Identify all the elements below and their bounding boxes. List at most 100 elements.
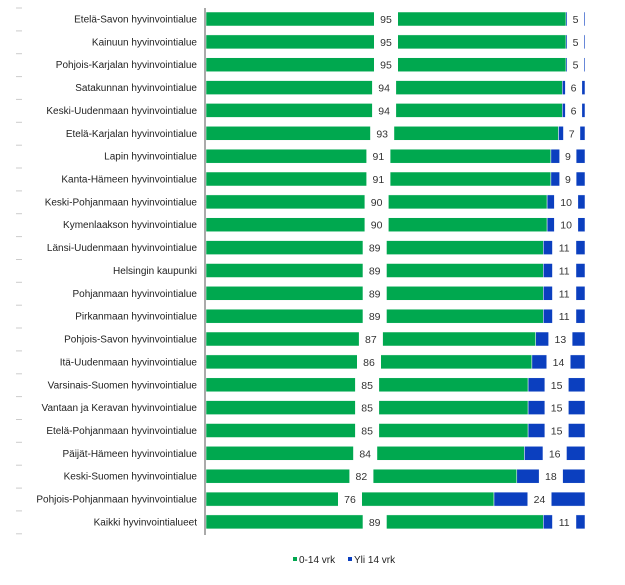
category-label: Kaikki hyvinvointialueet (94, 517, 198, 528)
data-label-bg (565, 79, 583, 96)
legend-label: 0-14 vrk (299, 555, 336, 566)
data-label-bg (546, 353, 571, 370)
data-label: 85 (361, 380, 373, 392)
data-label: 94 (378, 105, 390, 117)
data-label-bg (362, 308, 387, 325)
data-label: 9 (565, 174, 571, 186)
data-label-bg (552, 262, 577, 279)
data-label: 90 (371, 220, 383, 232)
data-label: 9 (565, 151, 571, 163)
category-label: Etelä-Savon hyvinvointialue (74, 15, 197, 26)
category-label: Pohjois-Karjalan hyvinvointialue (56, 60, 198, 71)
left-tick-marks (16, 7, 22, 535)
data-label-bg (364, 193, 389, 210)
data-label: 89 (369, 288, 381, 300)
data-label-bg (565, 102, 583, 119)
data-label-bg (552, 308, 577, 325)
data-label: 90 (371, 197, 383, 209)
data-label-bg (374, 56, 398, 73)
data-label-bg (366, 148, 391, 165)
data-label: 11 (559, 243, 570, 255)
data-label: 95 (380, 14, 392, 26)
data-label-bg (548, 331, 573, 347)
category-label: Lapin hyvinvointialue (104, 152, 197, 163)
data-label-bg (353, 445, 378, 462)
data-label: 11 (559, 265, 570, 277)
data-label-bg (349, 468, 374, 485)
data-label-bg (552, 285, 577, 302)
data-label: 94 (378, 83, 390, 95)
data-label: 95 (380, 37, 392, 49)
data-label: 11 (559, 288, 570, 300)
category-label: Kymenlaakson hyvinvointialue (63, 220, 197, 231)
category-label: Pohjois-Pohjanmaan hyvinvointialue (36, 495, 197, 506)
data-label-bg (364, 216, 389, 233)
data-label-bg (559, 171, 577, 187)
category-label: Kainuun hyvinvointialue (92, 37, 198, 48)
data-label-bg (374, 33, 398, 50)
data-label: 15 (551, 380, 563, 392)
data-label-bg (544, 399, 569, 416)
category-label: Etelä-Pohjanmaan hyvinvointialue (46, 426, 197, 437)
data-label: 89 (369, 311, 381, 323)
data-label-bg (362, 262, 387, 279)
legend: 0-14 vrk Yli 14 vrk (293, 555, 396, 566)
data-label-bg (366, 171, 391, 187)
data-label-bg (552, 239, 577, 256)
category-label: Satakunnan hyvinvointialue (75, 83, 197, 94)
data-label: 86 (363, 357, 375, 369)
data-label: 7 (569, 128, 575, 140)
data-label-bg (559, 148, 577, 165)
data-label: 76 (344, 494, 356, 506)
data-label: 89 (369, 517, 381, 529)
data-label: 93 (376, 128, 388, 140)
data-label: 11 (559, 311, 570, 323)
category-labels: Etelä-Savon hyvinvointialue Kainuun hyvin… (36, 15, 197, 529)
data-label-bg (554, 216, 579, 233)
data-label-bg (355, 422, 380, 439)
data-label: 11 (559, 517, 570, 529)
category-label: Länsi-Uudenmaan hyvinvointialue (47, 243, 198, 254)
data-label: 10 (560, 220, 572, 232)
legend-swatch (348, 557, 352, 561)
data-label: 91 (373, 174, 385, 186)
data-label-bg (538, 468, 563, 485)
data-label-bg (370, 125, 395, 142)
data-label-bg (338, 491, 362, 508)
data-label: 16 (549, 448, 561, 460)
category-label: Keski-Pohjanmaan hyvinvointialue (45, 197, 198, 208)
category-label: Pirkanmaan hyvinvointialue (75, 312, 197, 323)
data-label-bg (372, 79, 397, 96)
legend-label: Yli 14 vrk (354, 555, 396, 566)
category-label: Keski-Suomen hyvinvointialue (64, 472, 198, 483)
data-label: 85 (361, 425, 373, 437)
data-label: 6 (571, 105, 577, 117)
data-label: 95 (380, 60, 392, 72)
data-label-bg (554, 193, 579, 210)
data-label: 91 (373, 151, 385, 163)
data-label: 5 (573, 37, 579, 49)
data-label-bg (374, 11, 398, 27)
category-label: Päijät-Hämeen hyvinvointialue (62, 449, 197, 460)
data-label-bg (527, 491, 552, 508)
data-label: 85 (361, 403, 373, 415)
data-label-bg (567, 33, 584, 50)
category-label: Pohjanmaan hyvinvointialue (72, 289, 197, 300)
data-label-bg (544, 422, 569, 439)
data-label: 5 (573, 14, 579, 26)
data-label: 10 (560, 197, 572, 209)
category-label: Varsinais-Suomen hyvinvointialue (48, 380, 198, 391)
data-label: 18 (545, 471, 557, 483)
data-label-bg (372, 102, 397, 119)
data-label: 13 (555, 334, 567, 346)
category-label: Vantaan ja Keravan hyvinvointialue (42, 403, 198, 414)
data-label-bg (563, 125, 581, 142)
data-label-bg (362, 513, 387, 530)
data-label: 24 (534, 494, 546, 506)
data-label-bg (544, 376, 569, 393)
data-label: 15 (551, 425, 563, 437)
data-label: 84 (359, 448, 371, 460)
data-label: 89 (369, 243, 381, 255)
category-label: Keski-Uudenmaan hyvinvointialue (46, 106, 197, 117)
